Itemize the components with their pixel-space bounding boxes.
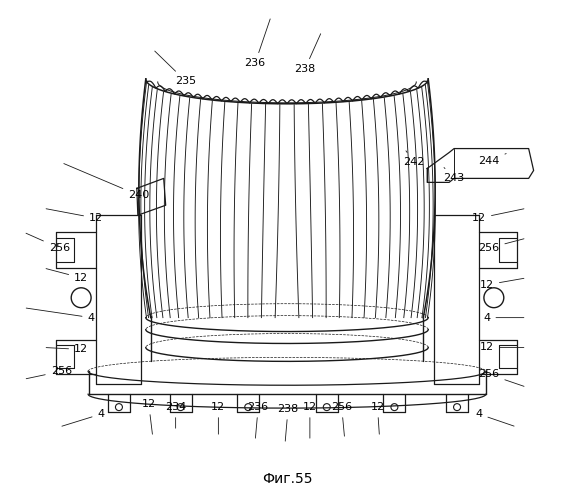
Text: 240: 240: [64, 164, 150, 200]
Text: 4: 4: [476, 409, 514, 426]
Text: 256: 256: [26, 233, 70, 253]
Text: 12: 12: [46, 208, 103, 223]
Text: 12: 12: [472, 209, 524, 223]
Text: 242: 242: [404, 151, 425, 168]
Text: 12: 12: [212, 402, 225, 434]
Text: 236: 236: [244, 19, 270, 68]
Text: 234: 234: [165, 402, 186, 428]
Text: 235: 235: [155, 51, 196, 86]
Text: 238: 238: [294, 34, 321, 74]
Text: 12: 12: [141, 399, 156, 434]
Text: 12: 12: [480, 278, 524, 290]
Text: 256: 256: [478, 239, 524, 253]
Text: 12: 12: [303, 402, 317, 438]
Text: 256: 256: [478, 370, 524, 386]
Text: 256: 256: [331, 402, 352, 436]
Text: 244: 244: [478, 154, 506, 166]
Text: 4: 4: [484, 312, 524, 322]
Text: 12: 12: [480, 342, 524, 352]
Text: 256: 256: [26, 366, 72, 378]
Text: 12: 12: [370, 402, 385, 434]
Text: 238: 238: [277, 404, 298, 441]
Text: 4: 4: [26, 308, 95, 322]
Text: 243: 243: [443, 168, 465, 184]
Text: 12: 12: [46, 344, 88, 354]
Text: 4: 4: [62, 409, 105, 426]
Text: 236: 236: [248, 402, 269, 438]
Text: 12: 12: [46, 268, 88, 283]
Text: Фиг.55: Фиг.55: [262, 472, 312, 486]
